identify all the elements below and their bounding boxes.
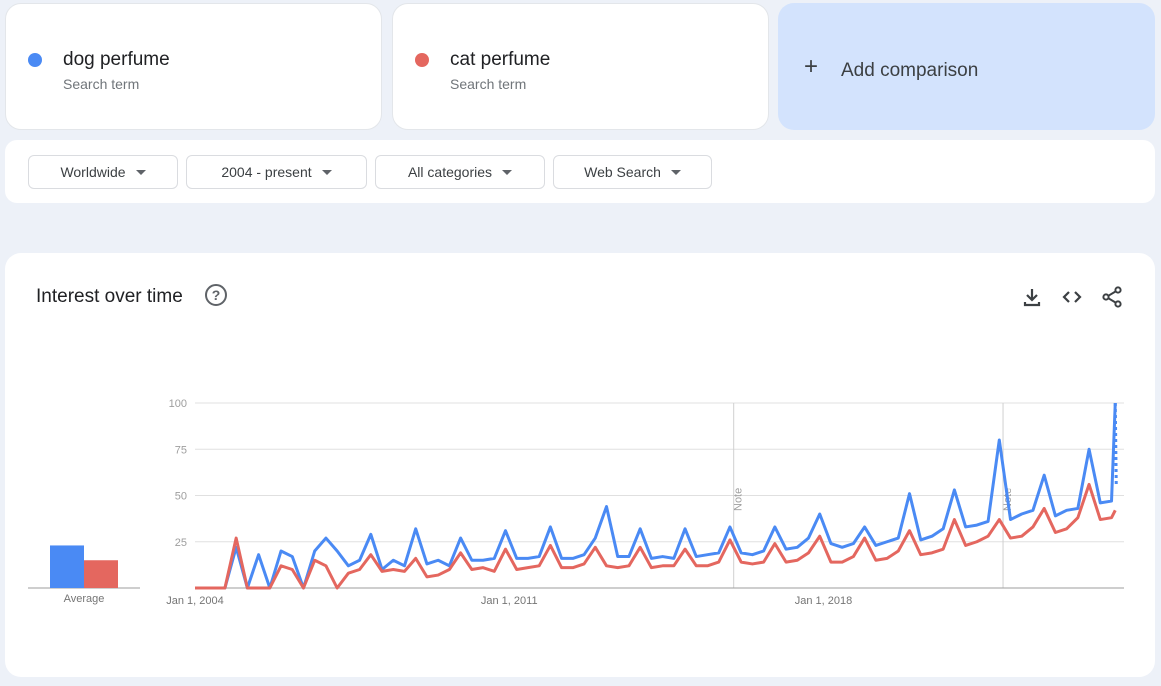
note-label: Note [733,488,745,511]
category-dropdown[interactable]: All categories [375,155,545,189]
term-card-cat-perfume[interactable]: cat perfume Search term [392,3,769,130]
term-subtitle: Search term [450,76,527,92]
dropdown-label: Worldwide [60,164,126,180]
embed-code-icon[interactable] [1060,285,1084,309]
add-comparison-button[interactable]: + Add comparison [778,3,1155,130]
y-tick-label: 25 [175,537,187,549]
note-label: Note [1002,488,1014,511]
filter-bar: Worldwide 2004 - present All categories … [5,140,1155,203]
dropdown-label: All categories [407,164,493,180]
average-bar-dog-perfume [50,545,84,588]
download-icon[interactable] [1020,285,1044,309]
y-tick-label: 100 [169,398,187,410]
x-tick-label: Jan 1, 2018 [795,595,853,607]
dropdown-label: Web Search [584,164,661,180]
term-name[interactable]: cat perfume [450,49,551,70]
interest-chart: 25 50 75 100 Note Note Jan 1, 2004 Jan 1, 2011 J… [28,398,1124,607]
y-tick-label: 50 [175,491,187,503]
add-comparison-label: Add comparison [841,60,979,81]
y-tick-label: 75 [175,444,187,456]
caret-down-icon [502,169,513,175]
series-line-cat-perfume [195,482,1117,590]
caret-down-icon [321,169,332,175]
average-label: Average [64,593,105,605]
term-name[interactable]: dog perfume [63,49,170,70]
x-tick-label: Jan 1, 2011 [481,595,538,607]
search-type-dropdown[interactable]: Web Search [553,155,712,189]
term-subtitle: Search term [63,76,140,92]
term-card-dog-perfume[interactable]: dog perfume Search term [5,3,382,130]
dropdown-label: 2004 - present [221,164,312,180]
caret-down-icon [135,169,146,175]
series-color-dot [415,53,429,67]
interest-over-time-card: Interest over time ? 25 50 75 100 Note Note Ja… [5,253,1155,677]
time-range-dropdown[interactable]: 2004 - present [186,155,367,189]
average-bar-cat-perfume [84,560,118,588]
location-dropdown[interactable]: Worldwide [28,155,178,189]
plus-icon: + [804,53,819,80]
share-icon[interactable] [1100,285,1124,309]
caret-down-icon [670,169,681,175]
help-circle-icon[interactable]: ? [205,284,227,306]
series-line-dog-perfume [195,402,1117,590]
series-color-dot [28,53,42,67]
section-title: Interest over time [36,286,183,307]
partial-data-segment [1113,402,1118,487]
x-tick-label: Jan 1, 2004 [166,595,224,607]
